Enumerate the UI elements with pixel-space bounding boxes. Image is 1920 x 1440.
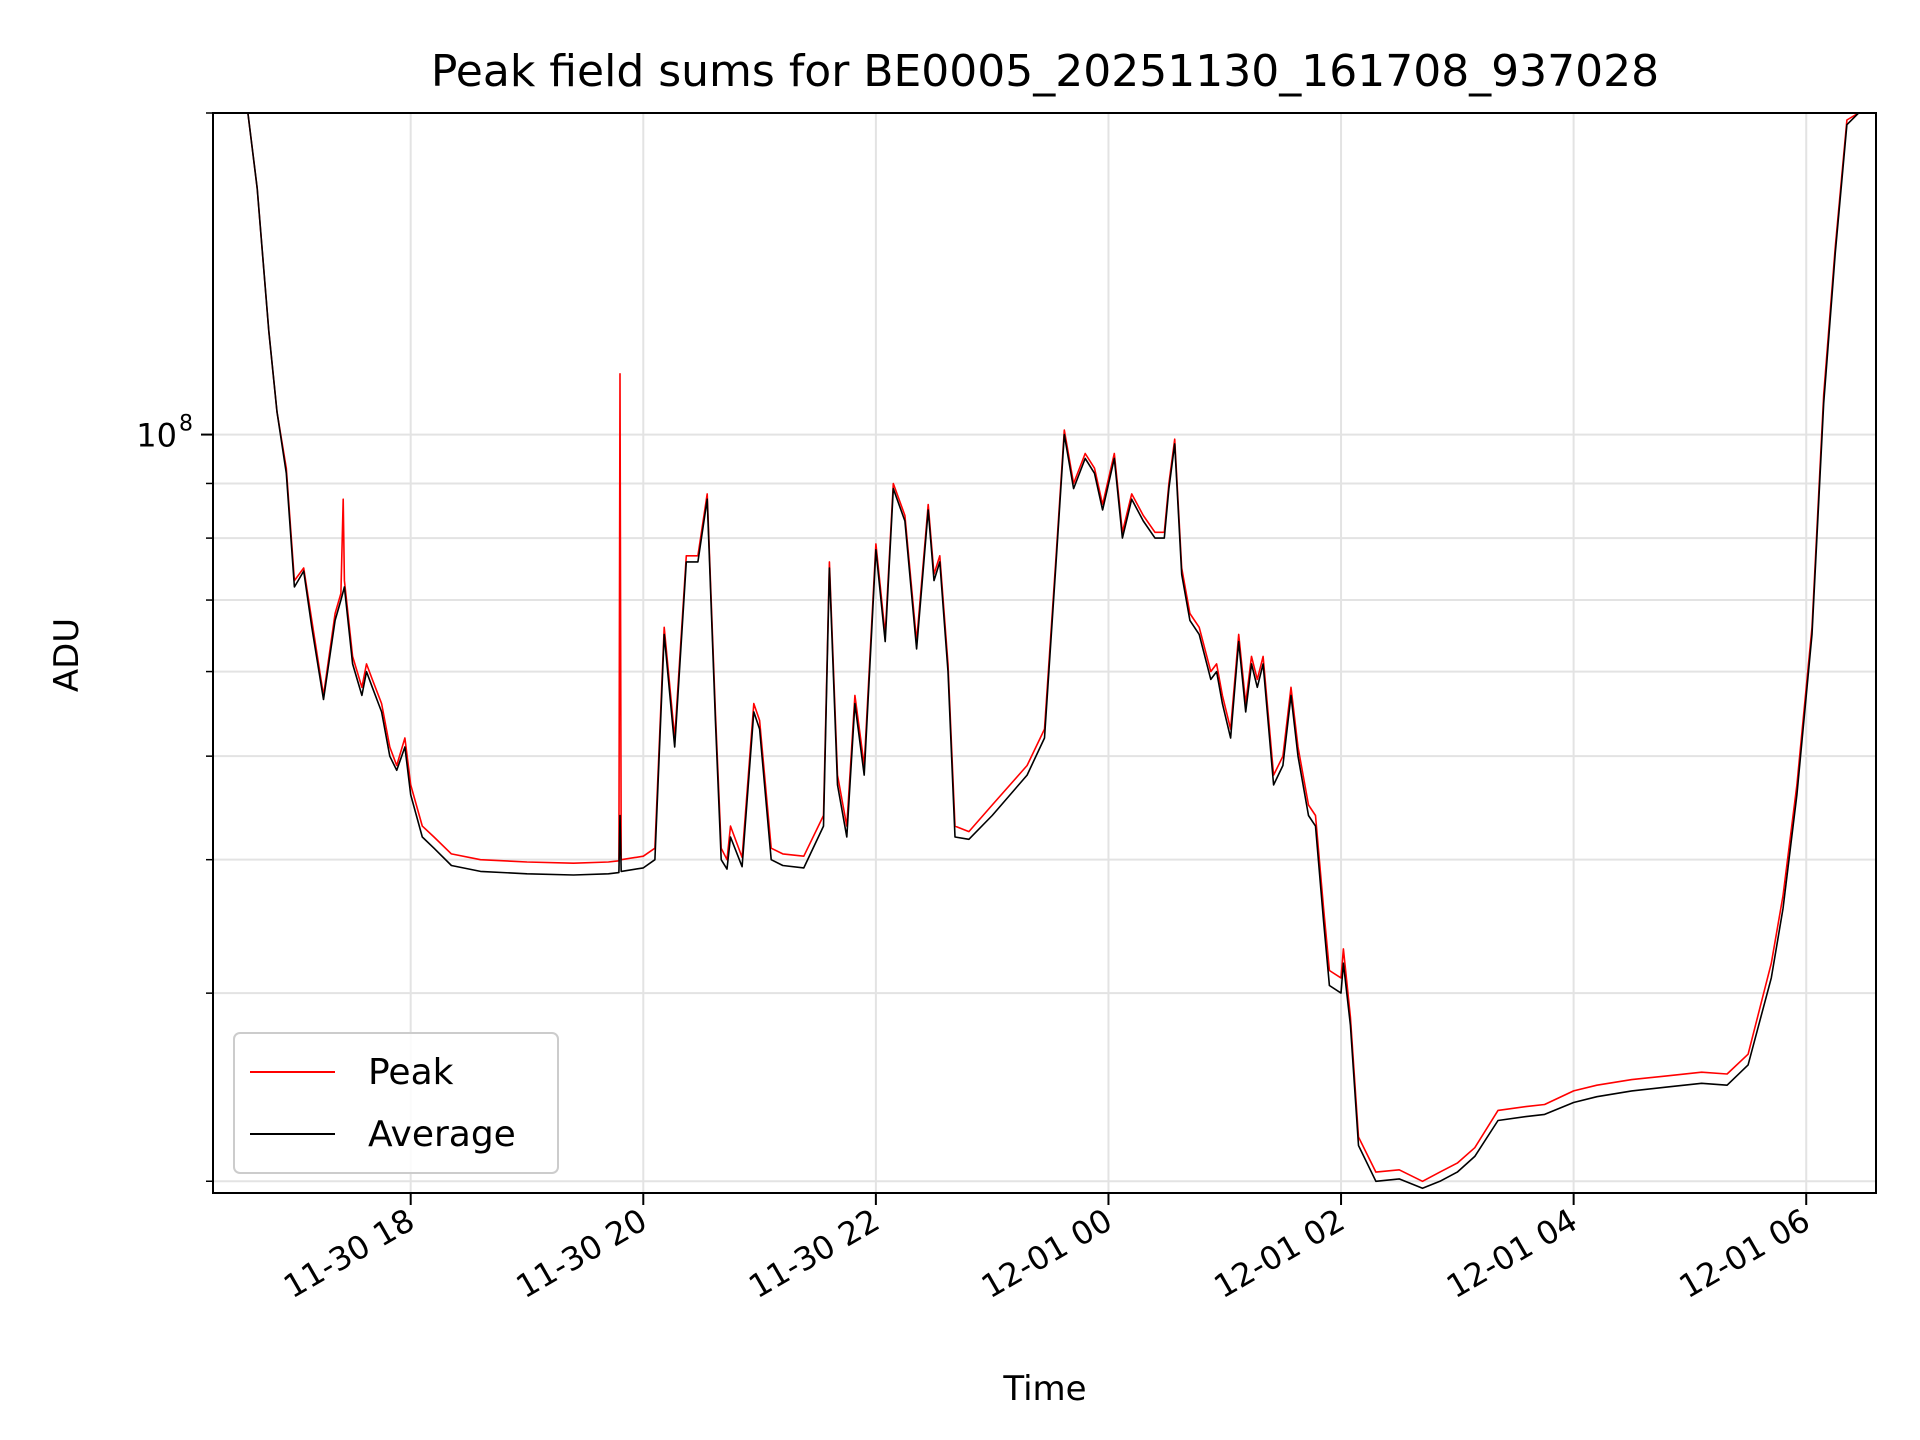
legend-box xyxy=(233,1032,559,1174)
y-tick-label-base: 10 xyxy=(136,417,177,455)
y-axis-label: ADU xyxy=(47,618,87,692)
series-layer xyxy=(213,113,1876,1190)
plot-frame xyxy=(212,112,1877,1194)
grid-layer xyxy=(213,112,1876,1193)
x-axis-label: Time xyxy=(1002,1369,1086,1409)
chart-title: Peak field sums for BE0005_20251130_1617… xyxy=(431,46,1659,97)
y-tick-label-exponent: 8 xyxy=(179,412,193,437)
series-line-average xyxy=(213,113,1876,1190)
legend: Peak Average xyxy=(233,1032,559,1174)
legend-label-peak: Peak xyxy=(368,1052,454,1093)
legend-label-average: Average xyxy=(368,1114,516,1155)
series-line-peak xyxy=(213,113,1876,1183)
y-tick-label: 10 xyxy=(136,417,177,455)
